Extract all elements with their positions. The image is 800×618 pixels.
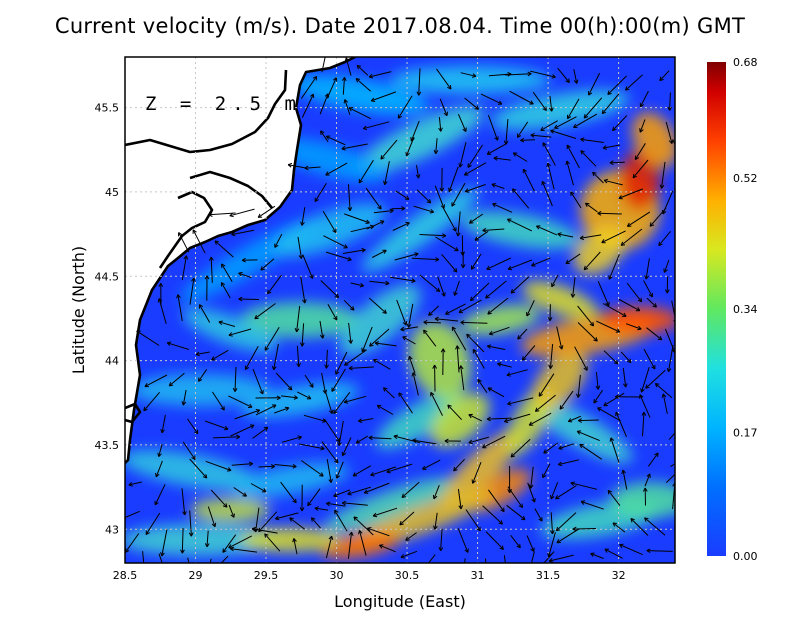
x-tick-label: 31.5 bbox=[536, 569, 561, 582]
colorbar bbox=[707, 62, 726, 556]
x-tick-labels: 28.5 29 29.5 30 30.5 31 31.5 32 bbox=[113, 569, 626, 582]
y-tick-label: 44 bbox=[105, 355, 119, 368]
land-north-tip bbox=[284, 57, 302, 92]
plot-frame bbox=[124, 56, 676, 564]
colorbar-tick-label: 0.00 bbox=[733, 550, 758, 563]
x-tick-label: 32 bbox=[612, 569, 626, 582]
x-tick-label: 30 bbox=[330, 569, 344, 582]
x-tick-label: 29 bbox=[189, 569, 203, 582]
coastline bbox=[125, 57, 356, 464]
colorbar-tick-label: 0.34 bbox=[733, 303, 758, 316]
y-tick-label: 45.5 bbox=[95, 102, 120, 115]
colorbar-tick-label: 0.52 bbox=[733, 172, 758, 185]
x-tick-label: 30.5 bbox=[395, 569, 420, 582]
colorbar-tick-label: 0.68 bbox=[733, 56, 758, 69]
grid-lines bbox=[125, 57, 675, 563]
y-tick-labels: 43 43.5 44 44.5 45 45.5 bbox=[95, 102, 120, 537]
x-tick-label: 31 bbox=[471, 569, 485, 582]
land-mass bbox=[125, 57, 355, 463]
x-tick-label: 28.5 bbox=[113, 569, 138, 582]
map-title: Current velocity (m/s). Date 2017.08.04.… bbox=[54, 14, 746, 38]
y-tick-label: 43 bbox=[105, 523, 119, 536]
colorbar-tick-label: 0.17 bbox=[733, 427, 758, 440]
current-vectors bbox=[125, 57, 675, 563]
x-axis-label: Longitude (East) bbox=[334, 592, 466, 611]
y-tick-label: 43.5 bbox=[95, 439, 120, 452]
velocity-field bbox=[125, 57, 675, 563]
y-tick-label: 44.5 bbox=[95, 270, 120, 283]
x-tick-label: 29.5 bbox=[254, 569, 279, 582]
colorbar-tick-labels: 0.68 0.52 0.34 0.17 0.00 bbox=[733, 56, 758, 563]
depth-label: Z = 2.5 m bbox=[145, 93, 302, 115]
y-tick-label: 45 bbox=[105, 186, 119, 199]
y-axis-label: Latitude (North) bbox=[69, 246, 88, 374]
